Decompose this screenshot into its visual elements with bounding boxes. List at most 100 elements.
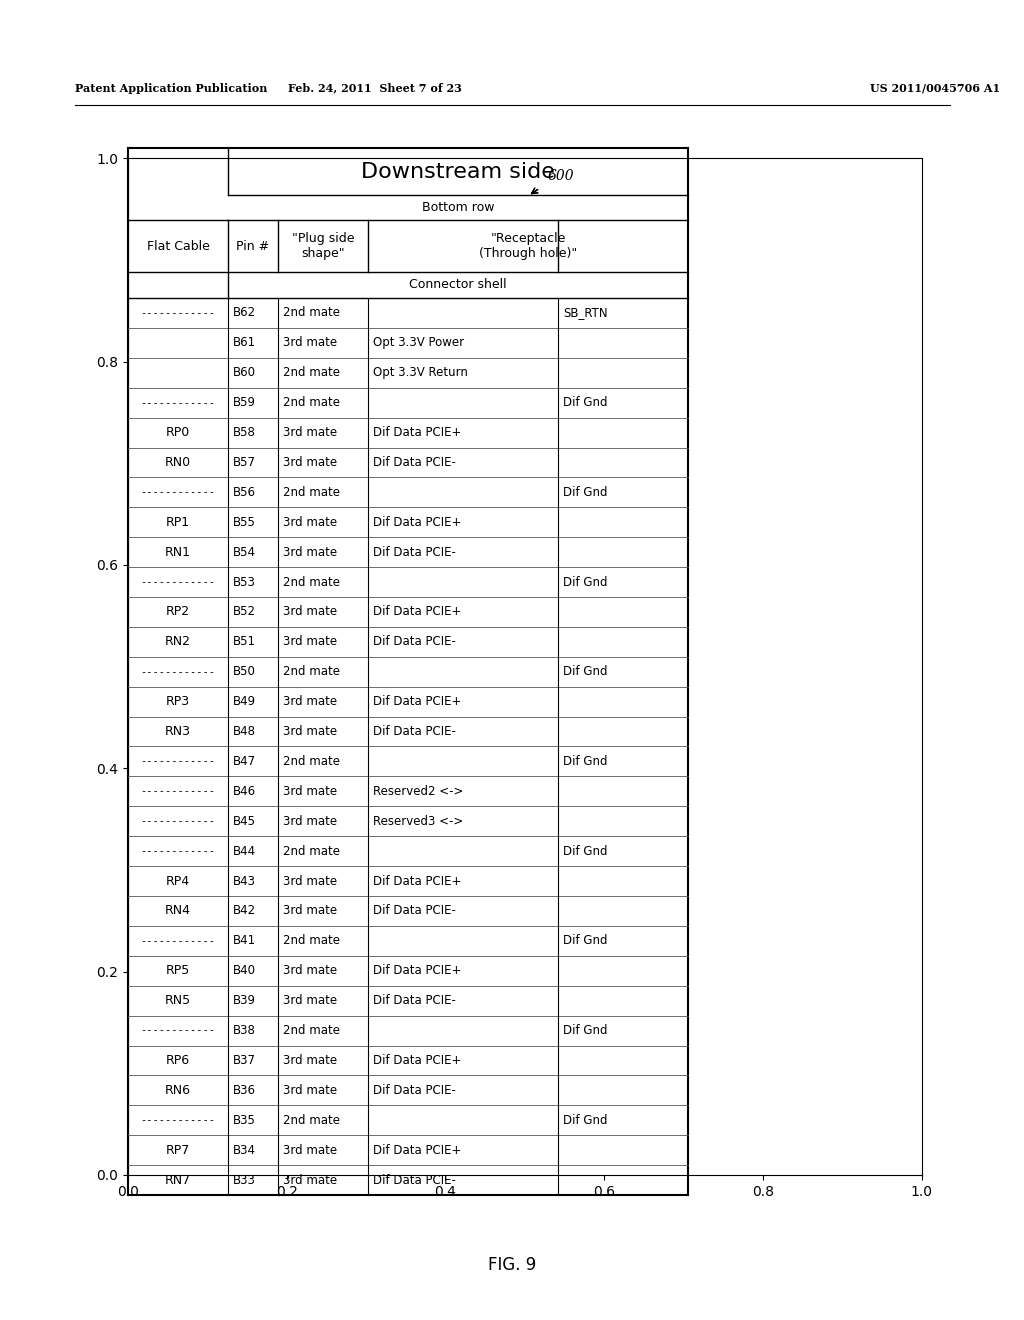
Text: 2nd mate: 2nd mate xyxy=(283,576,340,589)
Text: Downstream side: Downstream side xyxy=(361,161,555,181)
Text: RN3: RN3 xyxy=(165,725,191,738)
Text: 3rd mate: 3rd mate xyxy=(283,1173,337,1187)
Text: B40: B40 xyxy=(233,964,256,977)
Text: Dif Gnd: Dif Gnd xyxy=(563,755,607,768)
Text: Dif Data PCIE+: Dif Data PCIE+ xyxy=(373,964,462,977)
Text: ------------: ------------ xyxy=(140,487,215,498)
Text: B61: B61 xyxy=(233,337,256,350)
Text: RP6: RP6 xyxy=(166,1053,190,1067)
Text: 3rd mate: 3rd mate xyxy=(283,545,337,558)
Text: Dif Data PCIE-: Dif Data PCIE- xyxy=(373,455,456,469)
Text: Dif Data PCIE+: Dif Data PCIE+ xyxy=(373,1143,462,1156)
Text: Dif Data PCIE+: Dif Data PCIE+ xyxy=(373,696,462,708)
Text: B50: B50 xyxy=(233,665,256,678)
Text: 3rd mate: 3rd mate xyxy=(283,516,337,529)
Text: Connector shell: Connector shell xyxy=(410,279,507,292)
Text: Dif Data PCIE-: Dif Data PCIE- xyxy=(373,994,456,1007)
Text: 3rd mate: 3rd mate xyxy=(283,1143,337,1156)
Text: 2nd mate: 2nd mate xyxy=(283,1024,340,1038)
Text: 3rd mate: 3rd mate xyxy=(283,964,337,977)
Text: Dif Data PCIE+: Dif Data PCIE+ xyxy=(373,426,462,440)
Text: B43: B43 xyxy=(233,875,256,887)
Text: RP7: RP7 xyxy=(166,1143,190,1156)
Text: Reserved3 <->: Reserved3 <-> xyxy=(373,814,463,828)
Text: B39: B39 xyxy=(233,994,256,1007)
Text: Pin #: Pin # xyxy=(237,239,269,252)
Text: 3rd mate: 3rd mate xyxy=(283,696,337,708)
Text: FIG. 9: FIG. 9 xyxy=(487,1257,537,1274)
Text: B48: B48 xyxy=(233,725,256,738)
Text: ------------: ------------ xyxy=(140,667,215,677)
Text: SB_RTN: SB_RTN xyxy=(563,306,607,319)
Text: 3rd mate: 3rd mate xyxy=(283,455,337,469)
Text: 2nd mate: 2nd mate xyxy=(283,755,340,768)
Text: B51: B51 xyxy=(233,635,256,648)
Text: B45: B45 xyxy=(233,814,256,828)
Text: 2nd mate: 2nd mate xyxy=(283,1114,340,1127)
Text: B41: B41 xyxy=(233,935,256,948)
Text: B37: B37 xyxy=(233,1053,256,1067)
Text: 3rd mate: 3rd mate xyxy=(283,904,337,917)
Text: ------------: ------------ xyxy=(140,756,215,767)
Text: Dif Gnd: Dif Gnd xyxy=(563,486,607,499)
Text: Dif Gnd: Dif Gnd xyxy=(563,1114,607,1127)
Text: RN5: RN5 xyxy=(165,994,191,1007)
Text: B57: B57 xyxy=(233,455,256,469)
Text: B33: B33 xyxy=(233,1173,256,1187)
Text: B44: B44 xyxy=(233,845,256,858)
Text: B56: B56 xyxy=(233,486,256,499)
Text: ------------: ------------ xyxy=(140,397,215,408)
Text: Dif Gnd: Dif Gnd xyxy=(563,665,607,678)
Text: 2nd mate: 2nd mate xyxy=(283,366,340,379)
Text: B47: B47 xyxy=(233,755,256,768)
Text: 2nd mate: 2nd mate xyxy=(283,396,340,409)
Text: RN7: RN7 xyxy=(165,1173,191,1187)
Text: Dif Gnd: Dif Gnd xyxy=(563,396,607,409)
Text: B46: B46 xyxy=(233,785,256,797)
Text: 3rd mate: 3rd mate xyxy=(283,1084,337,1097)
Text: Opt 3.3V Return: Opt 3.3V Return xyxy=(373,366,468,379)
Text: Flat Cable: Flat Cable xyxy=(146,239,210,252)
Text: 3rd mate: 3rd mate xyxy=(283,814,337,828)
Text: RP0: RP0 xyxy=(166,426,190,440)
Text: RN6: RN6 xyxy=(165,1084,191,1097)
Text: RP4: RP4 xyxy=(166,875,190,887)
Text: B52: B52 xyxy=(233,606,256,619)
Text: ------------: ------------ xyxy=(140,1115,215,1125)
Text: B36: B36 xyxy=(233,1084,256,1097)
Text: RN2: RN2 xyxy=(165,635,191,648)
Text: RP1: RP1 xyxy=(166,516,190,529)
Text: 600: 600 xyxy=(548,169,574,183)
Text: 3rd mate: 3rd mate xyxy=(283,725,337,738)
Text: B35: B35 xyxy=(233,1114,256,1127)
Text: "Receptacle
(Through hole)": "Receptacle (Through hole)" xyxy=(479,232,578,260)
Text: Dif Data PCIE+: Dif Data PCIE+ xyxy=(373,516,462,529)
Text: B62: B62 xyxy=(233,306,256,319)
Text: RN4: RN4 xyxy=(165,904,191,917)
Text: 2nd mate: 2nd mate xyxy=(283,935,340,948)
Text: 3rd mate: 3rd mate xyxy=(283,606,337,619)
Text: Dif Gnd: Dif Gnd xyxy=(563,845,607,858)
Text: ------------: ------------ xyxy=(140,787,215,796)
Text: "Plug side
shape": "Plug side shape" xyxy=(292,232,354,260)
Text: RN0: RN0 xyxy=(165,455,191,469)
Text: US 2011/0045706 A1: US 2011/0045706 A1 xyxy=(870,82,1000,94)
Text: Dif Gnd: Dif Gnd xyxy=(563,1024,607,1038)
Text: B38: B38 xyxy=(233,1024,256,1038)
Text: Dif Data PCIE-: Dif Data PCIE- xyxy=(373,904,456,917)
Text: 3rd mate: 3rd mate xyxy=(283,875,337,887)
Text: RP3: RP3 xyxy=(166,696,190,708)
Text: Dif Gnd: Dif Gnd xyxy=(563,576,607,589)
Text: 3rd mate: 3rd mate xyxy=(283,635,337,648)
Text: ------------: ------------ xyxy=(140,308,215,318)
Text: Dif Data PCIE-: Dif Data PCIE- xyxy=(373,545,456,558)
Text: Dif Data PCIE+: Dif Data PCIE+ xyxy=(373,606,462,619)
Text: B59: B59 xyxy=(233,396,256,409)
Text: Dif Data PCIE-: Dif Data PCIE- xyxy=(373,635,456,648)
Text: Dif Gnd: Dif Gnd xyxy=(563,935,607,948)
Text: Bottom row: Bottom row xyxy=(422,201,495,214)
Text: B34: B34 xyxy=(233,1143,256,1156)
Text: B42: B42 xyxy=(233,904,256,917)
Text: RP2: RP2 xyxy=(166,606,190,619)
Text: 2nd mate: 2nd mate xyxy=(283,845,340,858)
